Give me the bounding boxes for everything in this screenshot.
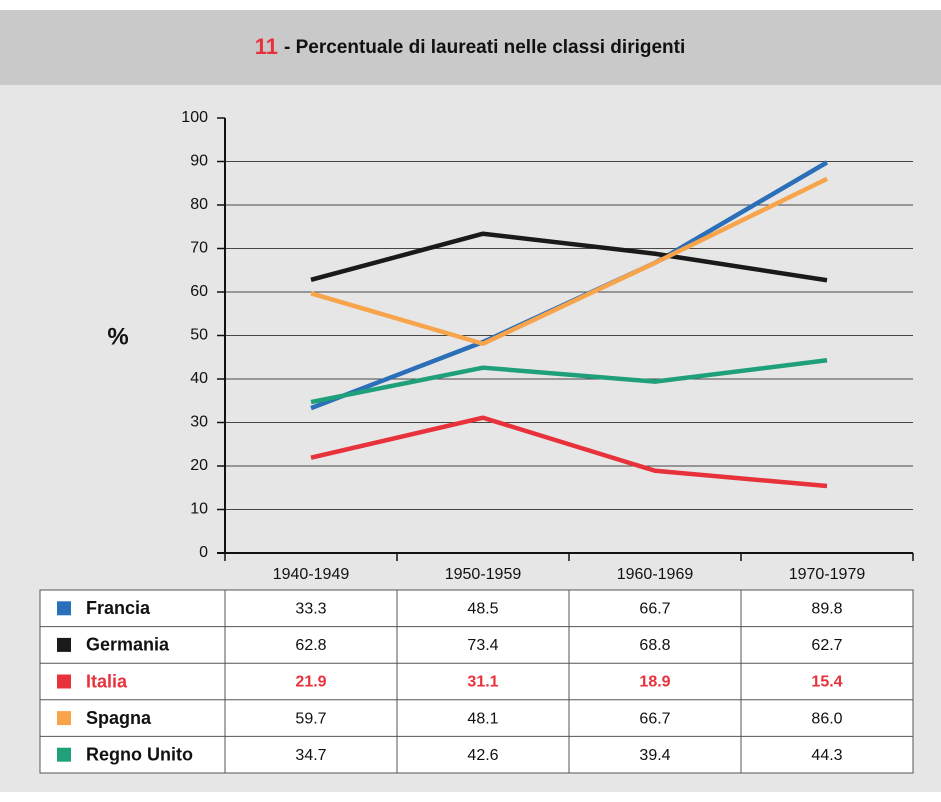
y-tick-label: 50	[190, 327, 208, 344]
table-value: 59.7	[295, 710, 326, 727]
table-value: 48.1	[467, 710, 498, 727]
x-tick-label: 1940-1949	[273, 566, 350, 583]
legend-swatch	[57, 711, 71, 726]
table-value: 31.1	[467, 674, 498, 691]
y-tick-label: 80	[190, 196, 208, 213]
table-value: 68.8	[639, 637, 670, 654]
y-tick-label: 30	[190, 414, 208, 431]
legend-label: Francia	[86, 598, 151, 618]
table-value: 39.4	[639, 747, 670, 764]
chart-title: 11 - Percentuale di laureati nelle classi…	[255, 34, 686, 59]
table-value: 33.3	[295, 601, 326, 618]
table-value: 15.4	[811, 674, 842, 691]
table-value: 21.9	[295, 674, 326, 691]
table-value: 62.7	[811, 637, 842, 654]
legend-swatch	[57, 674, 71, 689]
legend-label: Italia	[86, 671, 128, 691]
y-tick-label: 60	[190, 283, 208, 300]
legend-swatch	[57, 637, 71, 652]
table-value: 34.7	[295, 747, 326, 764]
table-background	[39, 589, 914, 774]
y-tick-label: 100	[181, 109, 208, 126]
x-tick-label: 1960-1969	[617, 566, 694, 583]
y-tick-label: 40	[190, 370, 208, 387]
series-line	[310, 176, 828, 347]
table-value: 89.8	[811, 601, 842, 618]
table-value: 48.5	[467, 601, 498, 618]
legend-swatch	[57, 747, 71, 762]
legend-label: Regno Unito	[86, 744, 193, 764]
series-line	[310, 415, 828, 489]
table-value: 66.7	[639, 601, 670, 618]
y-tick-label: 0	[199, 544, 208, 561]
title-number: 11	[255, 34, 278, 59]
legend-label: Spagna	[86, 708, 152, 728]
legend-label: Germania	[86, 635, 170, 655]
title-text: - Percentuale di laureati nelle classi d…	[284, 37, 685, 58]
y-tick-label: 70	[190, 240, 208, 257]
table-value: 42.6	[467, 747, 498, 764]
y-axis-label: %	[107, 323, 128, 350]
table-value: 44.3	[811, 747, 842, 764]
y-tick-label: 90	[190, 153, 208, 170]
series-line	[310, 231, 828, 283]
x-tick-label: 1970-1979	[789, 566, 866, 583]
x-tick-label: 1950-1959	[445, 566, 522, 583]
header-band	[0, 10, 941, 85]
y-tick-label: 20	[190, 457, 208, 474]
table-value: 18.9	[639, 674, 670, 691]
table-value: 73.4	[467, 637, 498, 654]
legend-swatch	[57, 601, 71, 616]
table-value: 66.7	[639, 710, 670, 727]
table-value: 62.8	[295, 637, 326, 654]
y-tick-label: 10	[190, 501, 208, 518]
table-value: 86.0	[811, 710, 842, 727]
series-line	[310, 358, 828, 405]
